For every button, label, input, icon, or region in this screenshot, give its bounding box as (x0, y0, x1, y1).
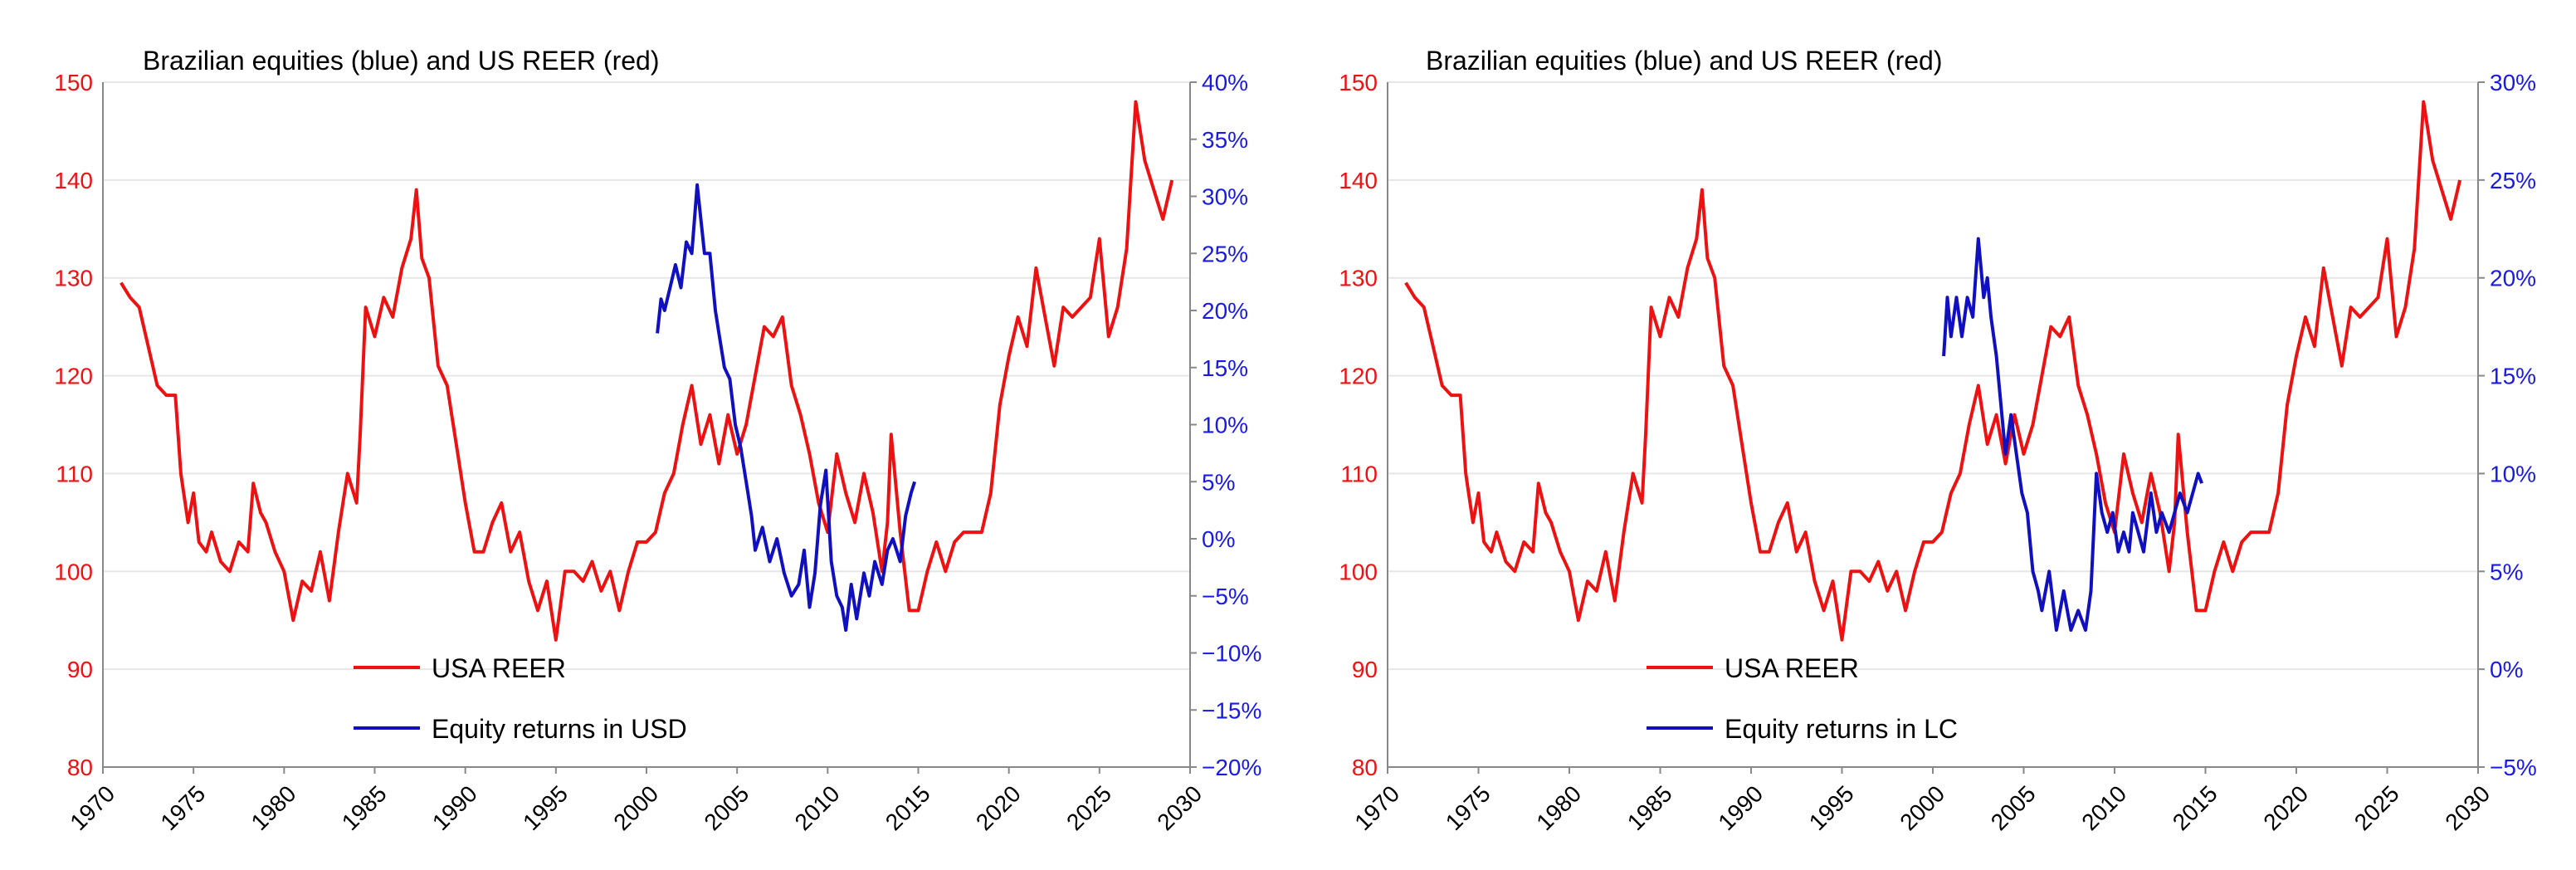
y-left-tick-label: 90 (67, 657, 93, 682)
y-right-tick-label: 5% (2490, 559, 2523, 584)
series-line-reer (1404, 100, 2462, 642)
y-right-tick-label: −10% (1202, 641, 1261, 667)
y-right-tick-label: −5% (1202, 584, 1249, 609)
x-tick-label: 2000 (1895, 780, 1949, 835)
y-right-tick-label: 25% (1202, 241, 1248, 266)
y-left-tick-label: 140 (1339, 168, 1378, 193)
y-right-tick-label: 5% (1202, 469, 1235, 495)
x-tick-label: 1985 (337, 780, 392, 835)
y-right-tick-label: 20% (2490, 266, 2536, 291)
x-tick-label: 1995 (518, 780, 573, 835)
y-right-tick-label: 15% (1202, 355, 1248, 381)
legend-label-reer: USA REER (1725, 653, 1859, 683)
x-tick-label: 1995 (1804, 780, 1859, 835)
x-tick-label: 2025 (2349, 780, 2404, 835)
x-tick-label: 2005 (1986, 780, 2041, 835)
series-line-equity (1942, 237, 2203, 632)
y-right-tick-label: −20% (1202, 755, 1261, 780)
y-right-tick-label: 30% (1202, 184, 1248, 210)
x-tick-label: 1985 (1622, 780, 1677, 835)
y-right-tick-label: 15% (2490, 364, 2536, 389)
y-right-tick-label: 20% (1202, 298, 1248, 324)
y-right-tick-label: 10% (1202, 413, 1248, 438)
y-left-tick-label: 150 (1339, 70, 1378, 95)
y-right-tick-label: 25% (2490, 168, 2536, 193)
y-left-tick-label: 100 (1339, 559, 1378, 584)
y-right-tick-label: 40% (1202, 70, 1248, 95)
y-left-tick-label: 80 (1352, 755, 1378, 780)
series-line-reer (120, 100, 1174, 642)
chart-panel-right: 80 90 100 110 120 130 140 150 −5% 0% 5% 10% 15% 20% 25… (1288, 0, 2576, 870)
legend-label-equity: Equity returns in USD (432, 714, 687, 744)
chart-panel-left: 80 90 100 110 120 130 140 150 −20% −15% −10% −5% 0% 5… (54, 46, 1261, 835)
y-left-tick-label: 110 (1340, 461, 1378, 486)
x-tick-label: 2030 (1152, 780, 1207, 835)
x-tick-label: 2005 (699, 780, 754, 835)
y-left-tick-label: 140 (54, 168, 93, 193)
x-tick-label: 2015 (881, 780, 935, 835)
chart-title: Brazilian equities (blue) and US REER (r… (1426, 46, 1942, 76)
x-tick-label: 2020 (971, 780, 1026, 835)
x-tick-label: 1975 (155, 780, 210, 835)
x-tick-label: 1990 (1713, 780, 1768, 835)
y-left-tick-label: 130 (54, 266, 93, 291)
x-tick-label: 2020 (2258, 780, 2313, 835)
x-tick-label: 2015 (2168, 780, 2222, 835)
x-tick-label: 1970 (1349, 780, 1404, 835)
y-right-tick-label: 35% (1202, 127, 1248, 153)
chart-right: 80 90 100 110 120 130 140 150 −5% 0% 5% 10% 15% 20% 25… (1339, 46, 2537, 835)
x-tick-label: 2000 (608, 780, 663, 835)
y-left-tick-label: 80 (67, 755, 93, 780)
x-tick-label: 1975 (1441, 780, 1495, 835)
y-right-tick-label: 10% (2490, 461, 2536, 486)
x-tick-label: 2030 (2440, 780, 2495, 835)
y-left-tick-label: 110 (56, 461, 93, 486)
y-left-tick-label: 120 (54, 364, 93, 389)
chart-left: 80 90 100 110 120 130 140 150 −20% −15% −10% −5% 0% 5… (54, 46, 1261, 835)
x-tick-label: 2010 (2076, 780, 2131, 835)
x-tick-label: 1980 (246, 780, 301, 835)
legend-label-equity: Equity returns in LC (1725, 714, 1958, 744)
y-left-tick-label: 100 (54, 559, 93, 584)
x-tick-label: 1990 (427, 780, 482, 835)
y-left-tick-label: 150 (54, 70, 93, 95)
y-right-tick-label: −15% (1202, 697, 1261, 723)
y-left-tick-label: 90 (1352, 657, 1378, 682)
y-left-tick-label: 130 (1339, 266, 1378, 291)
y-left-tick-label: 120 (1339, 364, 1378, 389)
x-tick-label: 2010 (790, 780, 845, 835)
x-tick-label: 1980 (1531, 780, 1586, 835)
legend-label-reer: USA REER (432, 653, 566, 683)
y-right-tick-label: −5% (2490, 755, 2537, 780)
series-line-equity (656, 183, 917, 632)
y-right-tick-label: 0% (1202, 526, 1235, 552)
chart-title: Brazilian equities (blue) and US REER (r… (143, 46, 659, 76)
x-tick-label: 2025 (1061, 780, 1116, 835)
y-right-tick-label: 30% (2490, 70, 2536, 95)
y-right-tick-label: 0% (2490, 657, 2523, 682)
x-tick-label: 1970 (65, 780, 120, 835)
